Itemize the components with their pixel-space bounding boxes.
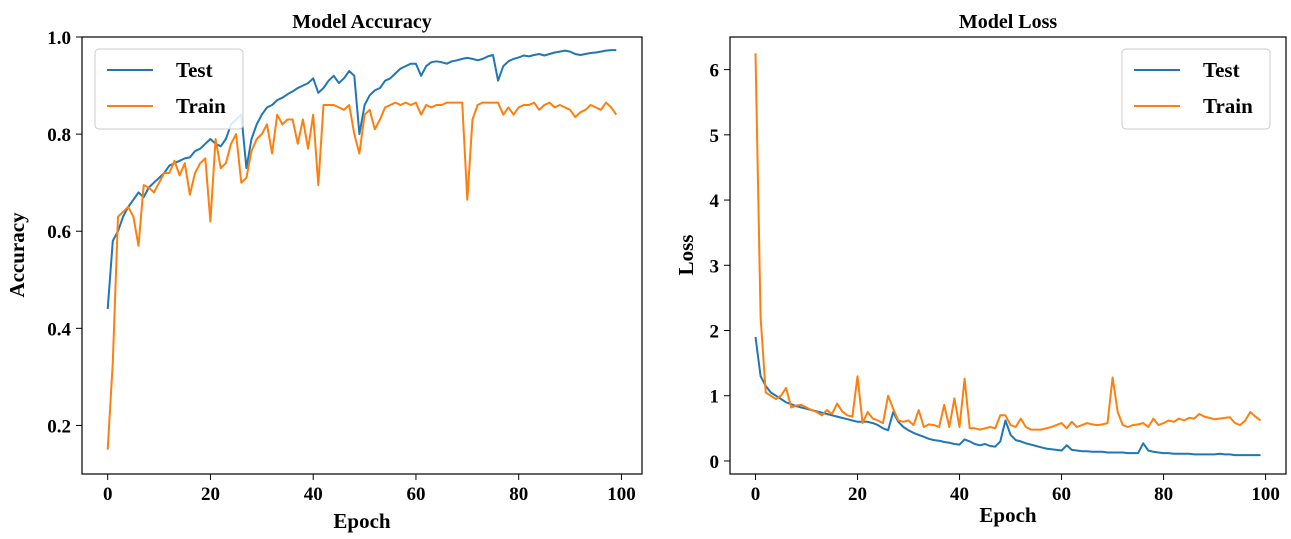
- loss-x-tick-label: 60: [1052, 484, 1071, 505]
- accuracy-series-train-line: [106, 101, 618, 450]
- loss-chart-title: Model Loss: [959, 11, 1058, 33]
- loss-x-tick-label: 40: [950, 484, 969, 505]
- loss-series-test-line: [754, 336, 1261, 457]
- accuracy-y-axis-label: Accuracy: [5, 212, 29, 298]
- loss-y-tick-label: 1: [710, 387, 720, 408]
- loss-x-ticks: 0 20 40 60 80 100: [751, 474, 1280, 505]
- accuracy-series-test-line: [106, 49, 617, 309]
- accuracy-y-ticks: 0.2 0.4 0.6 0.8 1.0: [47, 28, 82, 437]
- loss-y-tick-label: 2: [710, 322, 720, 343]
- accuracy-y-tick-label: 0.6: [47, 222, 71, 243]
- loss-chart: Model Loss 0 20 40 60 80 100 0 1 2 3 4 5 6 Epoch Lo…: [674, 11, 1287, 527]
- loss-legend-test-label: Test: [1203, 58, 1240, 82]
- loss-series-train-line: [754, 53, 1262, 431]
- loss-x-tick-label: 100: [1251, 484, 1280, 505]
- accuracy-x-ticks: 0 20 40 60 80 100: [103, 474, 636, 505]
- accuracy-x-tick-label: 0: [103, 484, 113, 505]
- accuracy-legend-test-label: Test: [176, 58, 213, 82]
- accuracy-x-tick-label: 100: [607, 484, 636, 505]
- accuracy-y-tick-label: 0.4: [47, 319, 71, 340]
- loss-y-tick-label: 0: [710, 452, 720, 473]
- accuracy-y-tick-label: 0.8: [47, 125, 71, 146]
- loss-y-tick-label: 4: [710, 191, 720, 212]
- accuracy-x-tick-label: 80: [509, 484, 528, 505]
- loss-legend-train-label: Train: [1203, 94, 1253, 118]
- accuracy-chart: Model Accuracy 0 20 40 60 80 100 0.2 0.4 0.6 0.8…: [5, 11, 643, 533]
- loss-y-tick-label: 6: [710, 61, 720, 82]
- accuracy-x-tick-label: 60: [406, 484, 425, 505]
- accuracy-y-tick-label: 1.0: [47, 28, 71, 49]
- loss-legend: Test Train: [1121, 48, 1271, 130]
- accuracy-legend-train-label: Train: [176, 94, 226, 118]
- loss-y-tick-label: 3: [710, 256, 720, 277]
- accuracy-legend: Test Train: [94, 48, 244, 130]
- accuracy-y-tick-label: 0.2: [47, 416, 71, 437]
- accuracy-x-axis-label: Epoch: [333, 509, 391, 533]
- accuracy-x-tick-label: 20: [201, 484, 220, 505]
- loss-x-axis-label: Epoch: [979, 503, 1037, 527]
- loss-y-axis-label: Loss: [674, 235, 698, 276]
- loss-y-tick-label: 5: [710, 126, 720, 147]
- loss-y-ticks: 0 1 2 3 4 5 6: [710, 61, 730, 473]
- accuracy-plot-frame: [81, 36, 643, 475]
- loss-series-layer: [754, 53, 1262, 457]
- loss-plot-frame: [729, 36, 1287, 475]
- loss-x-tick-label: 80: [1154, 484, 1173, 505]
- accuracy-chart-title: Model Accuracy: [292, 11, 431, 33]
- loss-x-tick-label: 20: [848, 484, 867, 505]
- loss-x-tick-label: 0: [751, 484, 761, 505]
- accuracy-series-layer: [106, 49, 618, 450]
- accuracy-x-tick-label: 40: [304, 484, 323, 505]
